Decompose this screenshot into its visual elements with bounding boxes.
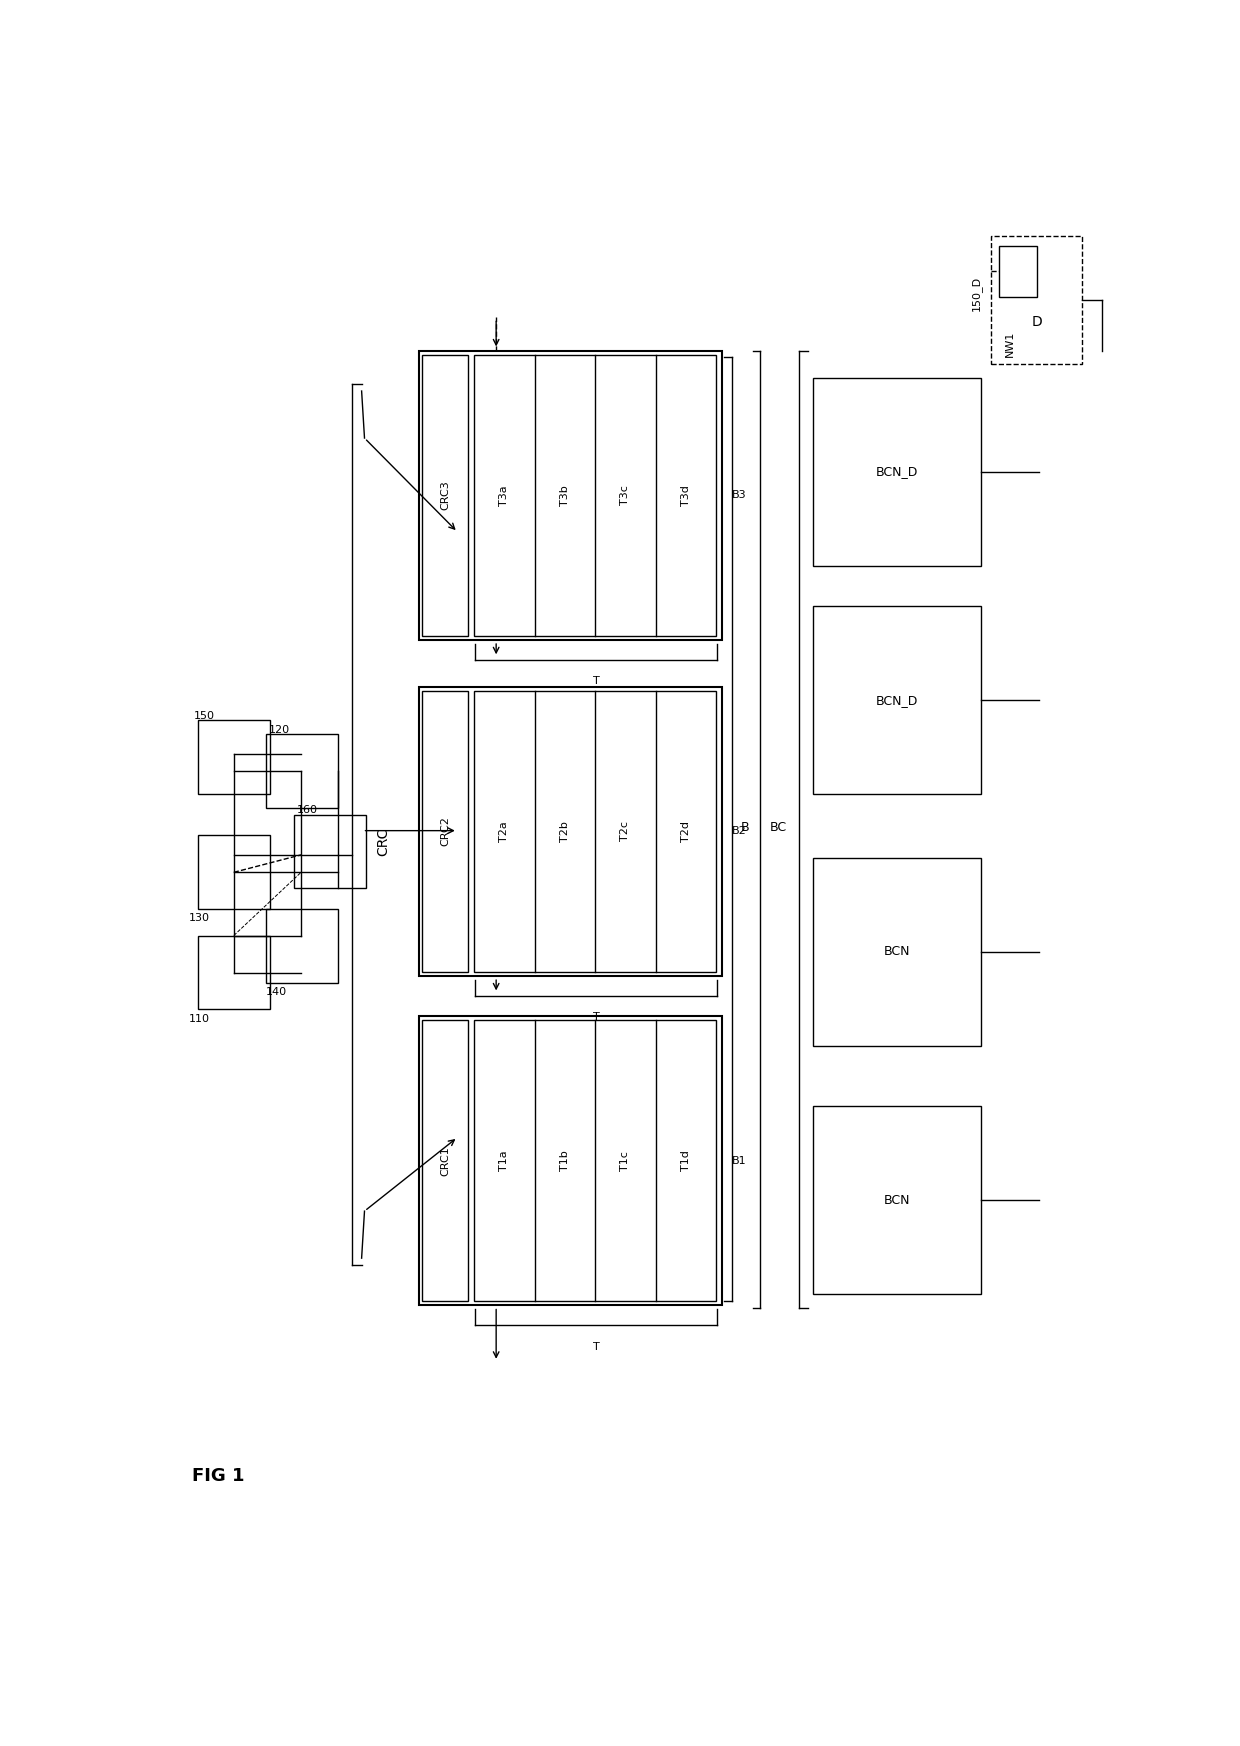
- Text: 160: 160: [298, 805, 319, 815]
- Text: NW1: NW1: [1006, 330, 1016, 358]
- Text: T: T: [593, 1341, 599, 1351]
- Text: T2a: T2a: [500, 821, 510, 842]
- Bar: [813, 606, 982, 794]
- Bar: [422, 1020, 469, 1301]
- Bar: [294, 814, 367, 889]
- Text: T2d: T2d: [681, 821, 691, 842]
- Text: T1b: T1b: [560, 1151, 570, 1172]
- Bar: [198, 936, 270, 1009]
- Text: 120: 120: [268, 725, 289, 735]
- Text: BCN_D: BCN_D: [877, 693, 919, 707]
- Text: T: T: [593, 1013, 599, 1021]
- Text: T3b: T3b: [560, 485, 570, 506]
- Bar: [813, 377, 982, 566]
- Text: 140: 140: [265, 986, 286, 997]
- Bar: [991, 236, 1083, 365]
- Text: T1a: T1a: [500, 1151, 510, 1172]
- Text: CRC1: CRC1: [440, 1145, 450, 1175]
- Text: BCN: BCN: [884, 945, 910, 959]
- Bar: [419, 1016, 722, 1306]
- Text: CRC2: CRC2: [440, 817, 450, 847]
- Text: CRC: CRC: [377, 828, 391, 856]
- Text: BCN_D: BCN_D: [877, 464, 919, 478]
- Text: B: B: [742, 821, 750, 835]
- Bar: [422, 354, 469, 636]
- Bar: [474, 354, 717, 636]
- Bar: [474, 1020, 717, 1301]
- Bar: [265, 908, 337, 983]
- Text: T1c: T1c: [620, 1151, 630, 1170]
- Bar: [198, 835, 270, 908]
- Text: T: T: [593, 676, 599, 686]
- Text: 110: 110: [188, 1014, 210, 1023]
- Text: T3d: T3d: [681, 485, 691, 506]
- Text: CRC3: CRC3: [440, 480, 450, 510]
- Bar: [419, 686, 722, 976]
- Bar: [813, 857, 982, 1046]
- Bar: [422, 691, 469, 973]
- Text: 150_D: 150_D: [971, 276, 982, 311]
- Bar: [813, 1107, 982, 1294]
- Text: B3: B3: [732, 491, 746, 499]
- Text: B2: B2: [732, 826, 746, 836]
- Text: 150: 150: [193, 711, 215, 721]
- Text: FIG 1: FIG 1: [191, 1467, 244, 1484]
- Text: T1d: T1d: [681, 1151, 691, 1172]
- Text: 130: 130: [188, 913, 210, 924]
- Text: T2b: T2b: [560, 821, 570, 842]
- Bar: [198, 721, 270, 794]
- Text: T3a: T3a: [500, 485, 510, 506]
- Text: D: D: [1032, 314, 1042, 328]
- Text: T3c: T3c: [620, 485, 630, 505]
- Bar: [474, 691, 717, 973]
- Bar: [419, 351, 722, 639]
- Bar: [265, 733, 337, 808]
- Text: T2c: T2c: [620, 821, 630, 842]
- Bar: [998, 246, 1037, 297]
- Text: B1: B1: [732, 1156, 746, 1166]
- Text: BC: BC: [770, 821, 787, 835]
- Text: BCN: BCN: [884, 1194, 910, 1206]
